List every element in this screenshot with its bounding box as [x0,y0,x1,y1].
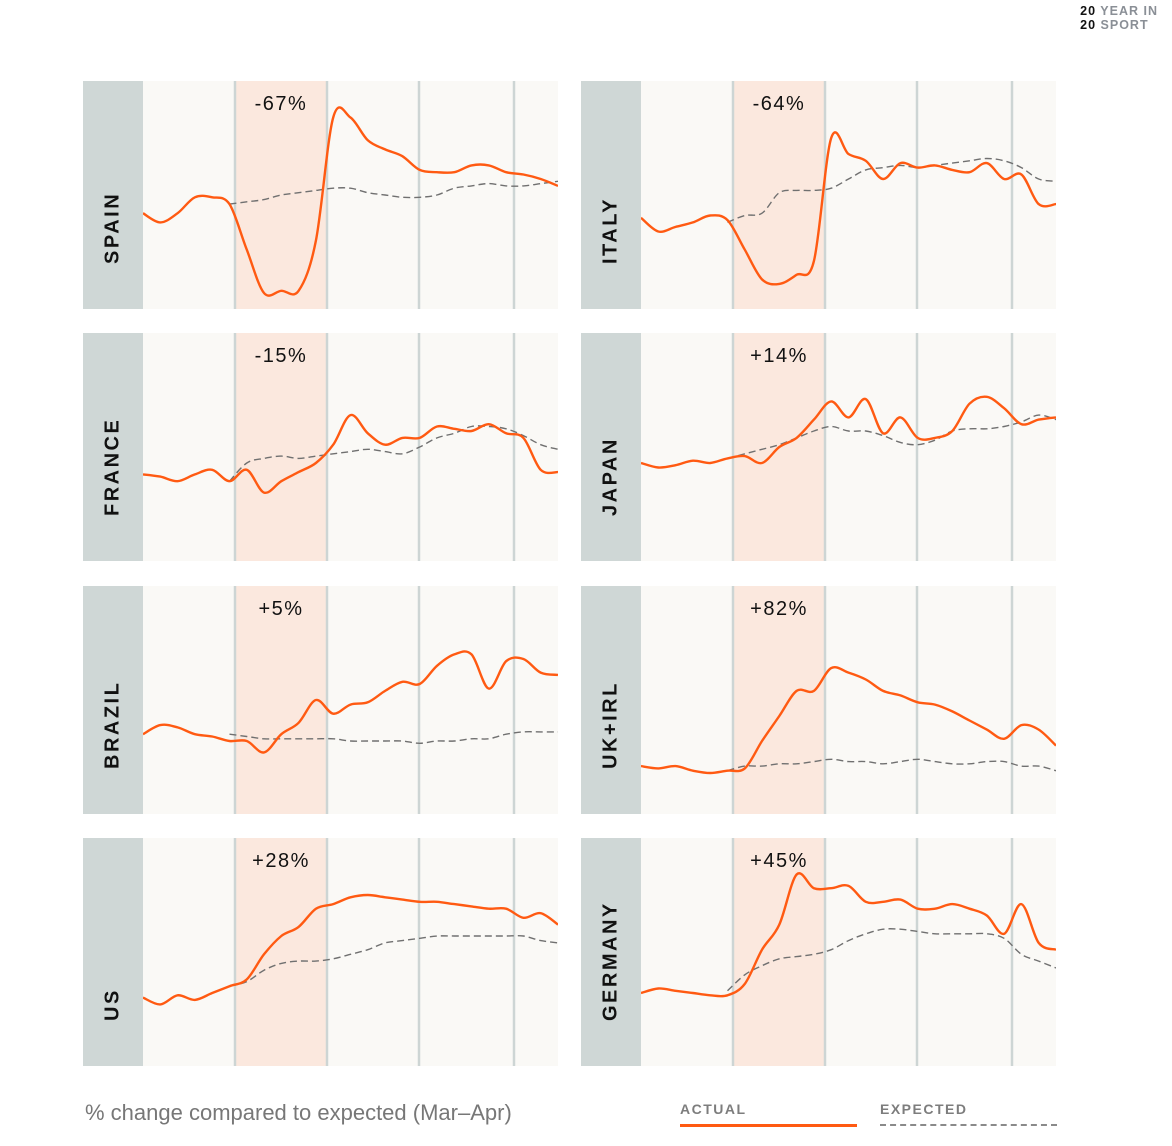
plot-area: +5% [143,586,558,814]
actual-line [641,872,1056,998]
highlight-band [235,838,327,1066]
highlight-band [733,586,825,814]
line-chart [143,586,558,814]
plot-area: -67% [143,81,558,309]
country-label-box: JAPAN [581,333,641,561]
legend-expected-swatch [880,1124,1057,1126]
change-label: -15% [254,345,308,367]
line-chart [641,333,1056,561]
line-chart [641,81,1056,309]
country-label-box: BRAZIL [83,586,143,814]
change-label: +28% [252,850,310,872]
expected-line [228,425,558,482]
actual-line [143,413,558,494]
logo-text: YEAR IN [1100,4,1158,18]
country-label-box: SPAIN [83,81,143,309]
actual-line [143,106,558,297]
country-label: UK+IRL [599,681,622,769]
country-label: US [101,988,124,1021]
expected-line [229,731,558,745]
country-label-box: US [83,838,143,1066]
highlight-band [235,586,327,814]
logo-text: SPORT [1100,18,1149,32]
country-label: GERMANY [599,901,622,1021]
country-label-box: GERMANY [581,838,641,1066]
change-label: -67% [254,93,308,115]
change-label: +5% [258,598,304,620]
plot-area: +45% [641,838,1056,1066]
expected-line [229,180,558,205]
line-chart [143,81,558,309]
actual-line [641,666,1056,775]
panel-brazil: BRAZIL +5% [83,586,558,814]
panel-ukirl: UK+IRL +82% [581,586,1056,814]
actual-line [641,131,1056,286]
change-label: +82% [750,598,808,620]
footnote: % change compared to expected (Mar–Apr) [85,1100,512,1125]
panel-france: FRANCE -15% [83,333,558,561]
logo-number: 20 [1080,18,1097,32]
highlight-band [235,81,327,309]
change-label: -64% [752,93,806,115]
logo: 20 YEAR IN 20 SPORT [1080,4,1158,32]
expected-line [229,934,558,987]
highlight-band [733,838,825,1066]
legend-expected-label: EXPECTED [880,1101,968,1117]
country-label-box: ITALY [581,81,641,309]
actual-line [641,395,1056,469]
line-chart [641,838,1056,1066]
actual-line [143,650,558,754]
line-chart [143,838,558,1066]
expected-line [727,758,1056,772]
change-label: +45% [750,850,808,872]
plot-area: -64% [641,81,1056,309]
expected-line [727,414,1056,460]
legend-actual-label: ACTUAL [680,1101,747,1117]
change-label: +14% [750,345,808,367]
panel-italy: ITALY -64% [581,81,1056,309]
panel-germany: GERMANY +45% [581,838,1056,1066]
country-label: JAPAN [599,437,622,516]
plot-area: +28% [143,838,558,1066]
plot-area: +82% [641,586,1056,814]
country-label-box: FRANCE [83,333,143,561]
country-label: ITALY [599,197,622,264]
plot-area: -15% [143,333,558,561]
logo-number: 20 [1080,4,1097,18]
panel-spain: SPAIN -67% [83,81,558,309]
expected-line [727,157,1056,224]
panel-us: US +28% [83,838,558,1066]
country-label: SPAIN [101,191,124,264]
panel-japan: JAPAN +14% [581,333,1056,561]
country-label: FRANCE [101,417,124,516]
highlight-band [235,333,327,561]
legend-actual-swatch [680,1124,857,1127]
country-label: BRAZIL [101,680,124,769]
expected-line [727,928,1056,992]
line-chart [641,586,1056,814]
plot-area: +14% [641,333,1056,561]
actual-line [143,893,558,1006]
country-label-box: UK+IRL [581,586,641,814]
line-chart [143,333,558,561]
